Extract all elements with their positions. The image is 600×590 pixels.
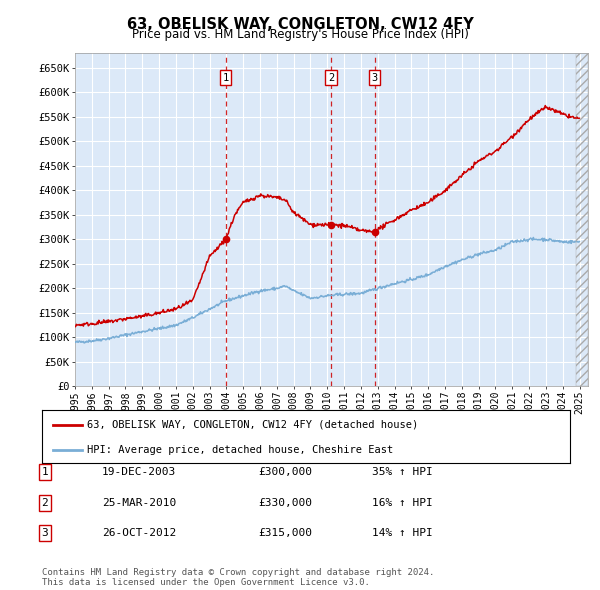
Text: £315,000: £315,000 bbox=[258, 529, 312, 538]
Text: 16% ↑ HPI: 16% ↑ HPI bbox=[372, 498, 433, 507]
Text: 63, OBELISK WAY, CONGLETON, CW12 4FY: 63, OBELISK WAY, CONGLETON, CW12 4FY bbox=[127, 17, 473, 31]
Text: 14% ↑ HPI: 14% ↑ HPI bbox=[372, 529, 433, 538]
Text: Contains HM Land Registry data © Crown copyright and database right 2024.
This d: Contains HM Land Registry data © Crown c… bbox=[42, 568, 434, 587]
Text: 35% ↑ HPI: 35% ↑ HPI bbox=[372, 467, 433, 477]
Text: 26-OCT-2012: 26-OCT-2012 bbox=[102, 529, 176, 538]
Text: HPI: Average price, detached house, Cheshire East: HPI: Average price, detached house, Ches… bbox=[87, 445, 393, 455]
Text: 1: 1 bbox=[223, 73, 229, 83]
Text: £300,000: £300,000 bbox=[258, 467, 312, 477]
Text: Price paid vs. HM Land Registry's House Price Index (HPI): Price paid vs. HM Land Registry's House … bbox=[131, 28, 469, 41]
Text: 2: 2 bbox=[41, 498, 49, 507]
Text: 19-DEC-2003: 19-DEC-2003 bbox=[102, 467, 176, 477]
Text: £330,000: £330,000 bbox=[258, 498, 312, 507]
Text: 2: 2 bbox=[328, 73, 334, 83]
Text: 3: 3 bbox=[371, 73, 378, 83]
Text: 25-MAR-2010: 25-MAR-2010 bbox=[102, 498, 176, 507]
Text: 3: 3 bbox=[41, 529, 49, 538]
Text: 1: 1 bbox=[41, 467, 49, 477]
Text: 63, OBELISK WAY, CONGLETON, CW12 4FY (detached house): 63, OBELISK WAY, CONGLETON, CW12 4FY (de… bbox=[87, 420, 418, 430]
